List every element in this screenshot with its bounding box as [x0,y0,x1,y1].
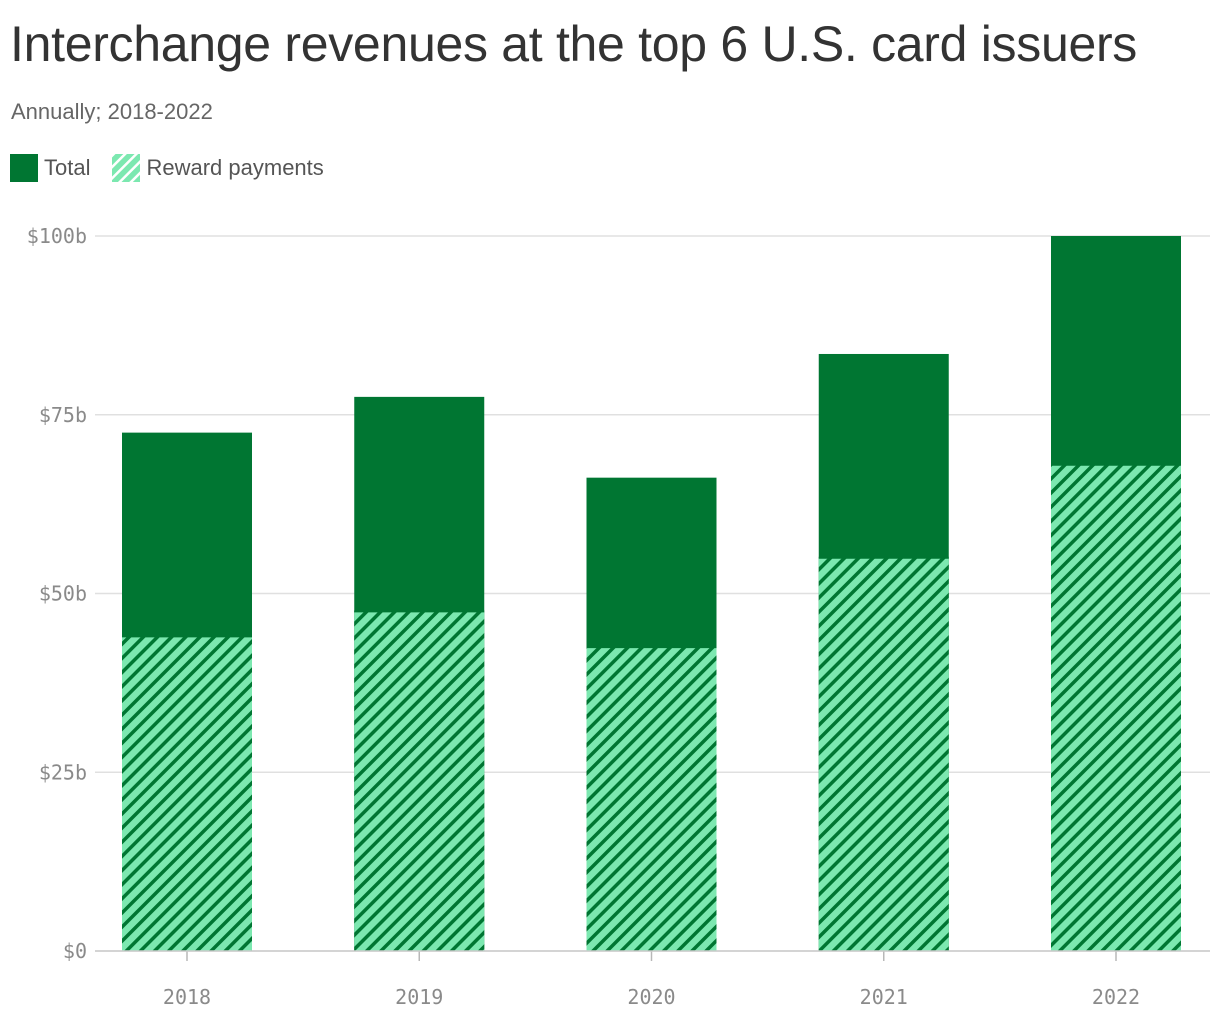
chart-title: Interchange revenues at the top 6 U.S. c… [10,16,1138,72]
y-tick-label: $100b [27,224,87,248]
x-tick-label: 2022 [1092,985,1140,1009]
bar-reward-payments-2018 [122,636,252,951]
bar-reward-payments-2022 [1051,464,1181,951]
legend-item-total: Total [10,154,90,182]
axes: $0 $25b $50b $75b $100b 2018 2019 2020 2021 2022 [27,224,1210,1009]
legend: Total Reward payments [10,153,346,183]
x-tick-label: 2018 [163,985,211,1009]
bar-reward-payments-2019 [354,611,485,951]
x-tick-label: 2019 [395,985,443,1009]
legend-label-reward-payments: Reward payments [146,155,324,180]
x-tick-label: 2021 [860,985,908,1009]
bars [122,236,1181,952]
legend-label-total: Total [44,155,91,180]
x-tick-label: 2020 [627,985,675,1009]
chart-subtitle: Annually; 2018-2022 [11,99,213,124]
y-tick-label: $75b [39,403,87,427]
y-tick-label: $0 [63,939,87,963]
legend-swatch-total [10,154,38,182]
legend-swatch-reward-payments [112,154,141,182]
y-tick-label: $25b [39,760,87,784]
bar-reward-payments-2020 [586,647,717,951]
y-tick-label: $50b [39,582,87,606]
legend-item-reward-payments: Reward payments [112,154,324,182]
bar-reward-payments-2021 [818,557,949,951]
